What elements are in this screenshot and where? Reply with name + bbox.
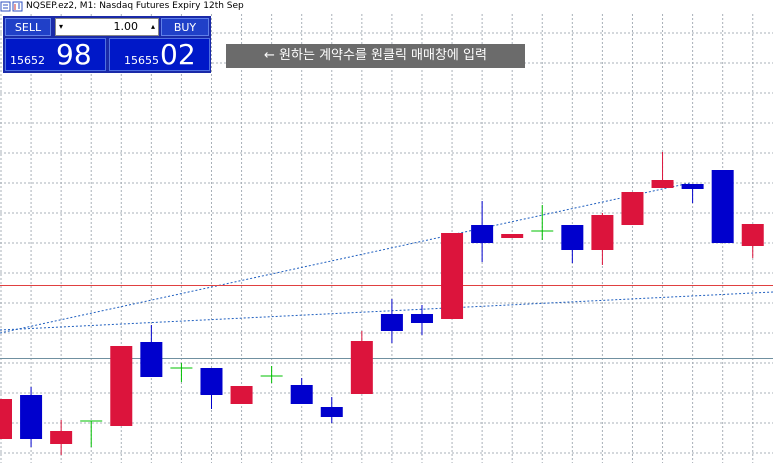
header-icons (0, 1, 23, 12)
sell-button[interactable]: SELL (5, 18, 51, 36)
buy-price[interactable]: 15655 02 (109, 38, 210, 71)
candle-body (350, 341, 373, 394)
candle-body (230, 386, 253, 404)
candle-body (320, 407, 343, 417)
candle-body (20, 395, 43, 439)
candle-body (711, 170, 734, 243)
lot-input[interactable]: ▾ 1.00 ▴ (55, 18, 159, 36)
chart-header: NQSEP.ez2, M1: Nasdaq Futures Expiry 12t… (26, 1, 244, 11)
price-pips: 98 (56, 38, 92, 71)
buy-button[interactable]: BUY (161, 18, 209, 36)
trend-line (0, 182, 691, 334)
price-pips: 02 (160, 38, 196, 71)
candle-body (591, 215, 614, 250)
trend-line (0, 291, 773, 331)
candle-body (0, 399, 12, 439)
candle-body (561, 225, 584, 250)
candle-body (50, 431, 73, 444)
lot-value: 1.00 (113, 20, 139, 33)
price-main: 15655 (124, 54, 159, 67)
candle-body (410, 314, 433, 323)
annotation: ← 원하는 계약수를 원클릭 매매창에 입력 (226, 44, 525, 68)
candle-body (621, 192, 644, 225)
candle-body (110, 346, 133, 426)
candle-body (651, 180, 674, 188)
candle-body (200, 368, 223, 395)
spin-up[interactable]: ▴ (150, 22, 155, 31)
candle-body (290, 385, 313, 404)
spin-down[interactable]: ▾ (59, 22, 64, 31)
candle-body (380, 314, 403, 331)
one-click-panel: SELL ▾ 1.00 ▴ BUY 15652 98 15655 02 (3, 16, 211, 73)
candle-body (140, 342, 163, 377)
candle-body (681, 184, 704, 189)
candle-body (471, 225, 494, 243)
candle-body (501, 234, 524, 238)
candle-body (741, 224, 764, 246)
sell-price[interactable]: 15652 98 (5, 38, 106, 71)
candle-body (441, 233, 464, 319)
price-main: 15652 (10, 54, 45, 67)
